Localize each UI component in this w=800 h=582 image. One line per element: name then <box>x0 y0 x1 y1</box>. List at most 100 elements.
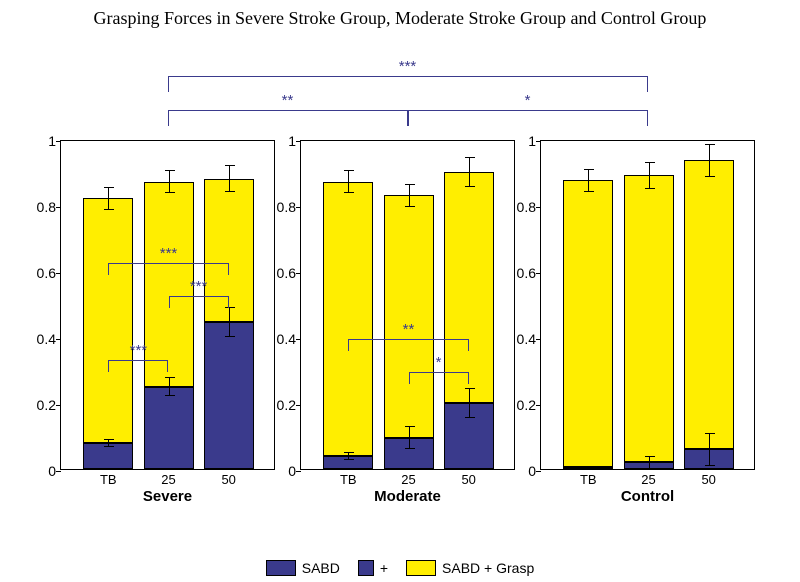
ytick-label: 0.8 <box>501 199 536 215</box>
bar-seg-grasp <box>323 182 373 456</box>
panel-label: Severe <box>61 488 274 505</box>
error-bar-sabd <box>169 377 170 397</box>
significance-bracket <box>169 296 229 308</box>
ytick <box>296 207 301 208</box>
chart-panel-moderate: 00.20.40.60.81TB2550***Moderate <box>300 140 515 470</box>
xtick-label: 25 <box>624 472 674 487</box>
legend-label-grasp: SABD + Grasp <box>442 560 534 576</box>
ytick <box>56 471 61 472</box>
significance-label: * <box>436 354 442 371</box>
ytick-label: 1 <box>21 133 56 149</box>
bar <box>444 172 494 469</box>
bar-seg-grasp <box>684 160 734 449</box>
ytick <box>536 273 541 274</box>
ytick-label: 0.8 <box>261 199 296 215</box>
ytick-label: 0.4 <box>261 331 296 347</box>
ytick <box>536 471 541 472</box>
ytick <box>56 273 61 274</box>
bar <box>204 179 254 469</box>
bar-seg-grasp <box>144 182 194 387</box>
ytick-label: 0.2 <box>21 397 56 413</box>
ytick-label: 0 <box>21 463 56 479</box>
xtick-label: TB <box>323 472 373 487</box>
chart-panel-severe: 00.20.40.60.81TB2550*********Severe <box>60 140 275 470</box>
bar-seg-grasp <box>384 195 434 438</box>
legend-swatch-plus <box>358 560 374 576</box>
significance-label: ** <box>282 92 294 109</box>
ytick-label: 0.6 <box>501 265 536 281</box>
ytick-label: 1 <box>501 133 536 149</box>
significance-bracket <box>348 339 468 351</box>
bar-seg-grasp <box>563 180 613 467</box>
ytick-label: 0.2 <box>501 397 536 413</box>
bar-seg-grasp <box>83 198 133 442</box>
legend-label-plus: + <box>380 560 388 576</box>
legend: SABD + SABD + Grasp <box>0 560 800 576</box>
error-bar-total <box>409 184 410 207</box>
xtick-label: 50 <box>684 472 734 487</box>
xtick-label: 25 <box>384 472 434 487</box>
error-bar-sabd <box>709 433 710 466</box>
ytick-label: 0.2 <box>261 397 296 413</box>
ytick <box>56 405 61 406</box>
error-bar-sabd <box>469 388 470 418</box>
ytick <box>296 141 301 142</box>
legend-swatch-sabd <box>266 560 296 576</box>
ytick <box>536 405 541 406</box>
error-bar-sabd <box>229 307 230 337</box>
error-bar-total <box>469 157 470 187</box>
chart-panel-control: 00.20.40.60.81TB2550Control <box>540 140 755 470</box>
panel-label: Control <box>541 488 754 505</box>
ytick-label: 1 <box>261 133 296 149</box>
error-bar-total <box>108 187 109 210</box>
significance-bracket <box>168 76 648 92</box>
ytick <box>296 273 301 274</box>
ytick-label: 0.6 <box>261 265 296 281</box>
error-bar-total <box>588 169 589 192</box>
xtick-label: TB <box>563 472 613 487</box>
ytick-label: 0 <box>501 463 536 479</box>
error-bar-sabd <box>649 456 650 469</box>
error-bar-total <box>649 162 650 188</box>
significance-label: *** <box>160 245 178 262</box>
ytick <box>296 339 301 340</box>
bar-seg-sabd <box>204 322 254 469</box>
error-bar-total <box>348 170 349 193</box>
error-bar-sabd <box>588 466 589 469</box>
bar <box>323 182 373 469</box>
significance-label: *** <box>130 342 148 359</box>
ytick <box>296 405 301 406</box>
xtick-label: 50 <box>204 472 254 487</box>
ytick-label: 0.6 <box>21 265 56 281</box>
error-bar-total <box>169 170 170 193</box>
bar-seg-grasp <box>444 172 494 403</box>
error-bar-total <box>229 165 230 191</box>
ytick <box>296 471 301 472</box>
xtick-label: TB <box>83 472 133 487</box>
ytick <box>536 141 541 142</box>
legend-item-plus: + <box>358 560 388 576</box>
bar <box>624 175 674 469</box>
significance-label: ** <box>403 321 415 338</box>
error-bar-sabd <box>108 439 109 447</box>
ytick-label: 0.4 <box>21 331 56 347</box>
significance-label: * <box>525 92 531 109</box>
error-bar-sabd <box>348 452 349 460</box>
ytick-label: 0 <box>261 463 296 479</box>
legend-item-grasp: SABD + Grasp <box>406 560 534 576</box>
significance-bracket <box>409 372 469 384</box>
chart-title: Grasping Forces in Severe Stroke Group, … <box>0 8 800 29</box>
chart-area: 00.20.40.60.81TB2550*********Severe00.20… <box>60 140 760 500</box>
bar <box>144 182 194 469</box>
bar-seg-sabd <box>144 387 194 470</box>
ytick-label: 0.8 <box>21 199 56 215</box>
legend-swatch-grasp <box>406 560 436 576</box>
bar <box>684 160 734 469</box>
legend-label-sabd: SABD <box>302 560 340 576</box>
bar-seg-sabd <box>83 443 133 469</box>
significance-bracket <box>108 263 228 275</box>
significance-bracket <box>168 110 408 126</box>
xtick-label: 50 <box>444 472 494 487</box>
ytick <box>536 339 541 340</box>
ytick <box>56 207 61 208</box>
